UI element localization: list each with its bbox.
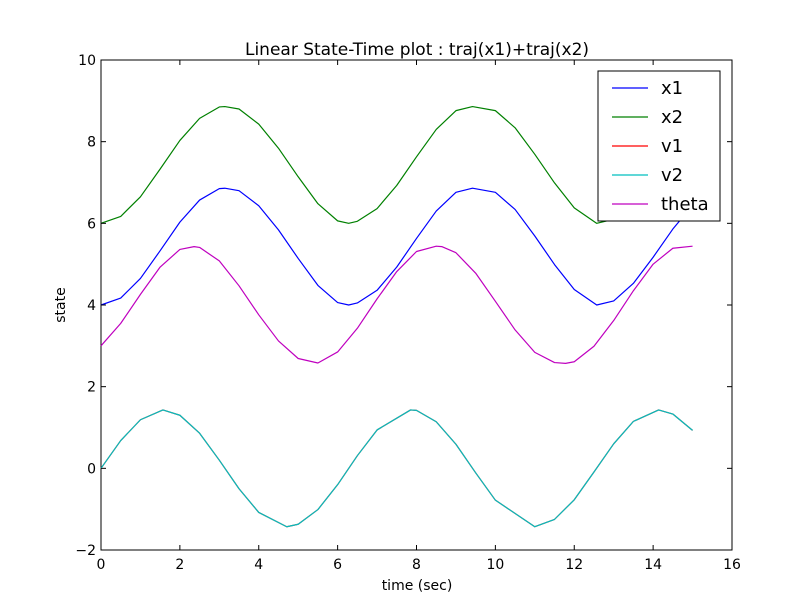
x-tick-label: 2: [175, 557, 184, 573]
y-tick-label: 0: [87, 461, 96, 477]
series-line-theta: [100, 245, 693, 364]
x-tick-label: 12: [565, 557, 583, 573]
legend-label-theta: theta: [661, 194, 709, 215]
chart-title: Linear State-Time plot : traj(x1)+traj(x…: [245, 40, 589, 60]
legend-label-v1: v1: [661, 136, 683, 157]
x-tick-label: 16: [723, 557, 741, 573]
legend-entry-v2: v2: [612, 165, 683, 186]
legend-label-x1: x1: [661, 78, 683, 99]
y-tick-label: 10: [78, 53, 96, 69]
series-line-v2: [100, 409, 693, 528]
x-tick-label: 0: [97, 557, 106, 573]
y-tick-label: −2: [75, 543, 96, 559]
legend-entry-x2: x2: [612, 107, 683, 128]
x-tick-label: 8: [412, 557, 421, 573]
series-layer: [100, 105, 694, 528]
series-line-x2: [100, 105, 694, 224]
x-tick-label: 10: [486, 557, 504, 573]
y-tick-label: 4: [87, 298, 96, 314]
x-tick-label: 6: [333, 557, 342, 573]
y-axis-label: state: [53, 287, 69, 322]
y-tick-label: 8: [87, 135, 96, 151]
y-tick-label: 6: [87, 216, 96, 232]
x-tick-label: 14: [644, 557, 662, 573]
x-axis-label: time (sec): [382, 578, 453, 594]
legend-label-v2: v2: [661, 165, 683, 186]
legend-label-x2: x2: [661, 107, 683, 128]
legend-entry-theta: theta: [612, 194, 709, 215]
y-tick-label: 2: [87, 380, 96, 396]
x-tick-label: 4: [254, 557, 263, 573]
legend-entry-x1: x1: [612, 78, 683, 99]
legend-entry-v1: v1: [612, 136, 683, 157]
legend: x1 x2 v1 v2 theta: [597, 70, 721, 222]
series-line-x1: [100, 187, 694, 306]
